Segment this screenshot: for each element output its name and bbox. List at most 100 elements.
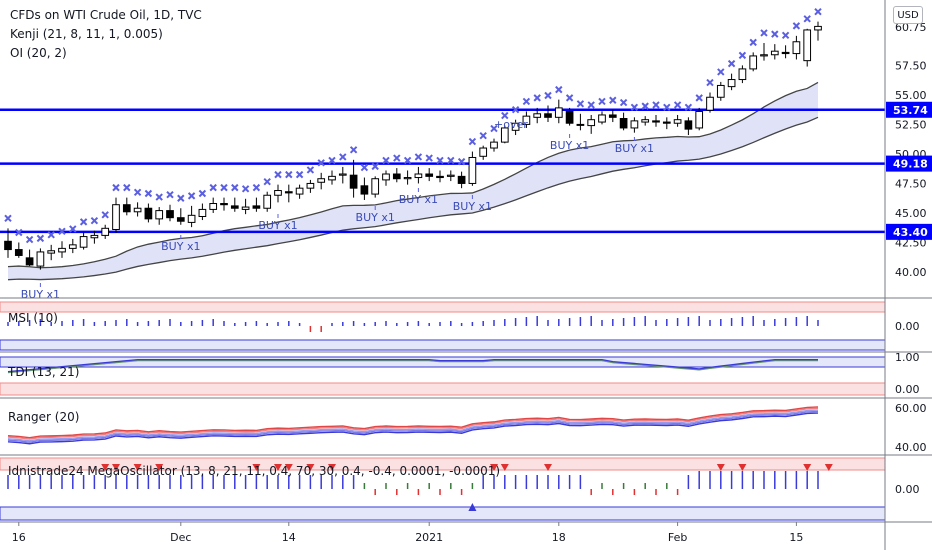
candle-body: [317, 178, 326, 183]
candle: [652, 114, 660, 127]
candle-body: [630, 120, 639, 129]
candle: [252, 197, 261, 212]
candle-body: [241, 206, 250, 210]
candle: [360, 177, 369, 200]
cross-stroke: [101, 211, 109, 219]
cross-marker: [112, 183, 120, 192]
candle: [166, 204, 174, 222]
candle: [371, 176, 380, 198]
candle: [511, 119, 520, 136]
cross-marker: [781, 31, 790, 40]
annotation-label: BUY x1: [615, 142, 654, 155]
cross-stroke: [241, 185, 250, 193]
mega-down-triangle: [274, 464, 282, 471]
candle: [101, 224, 110, 239]
candle-body: [58, 247, 66, 253]
cross-marker: [36, 234, 45, 243]
y-tick-label: 55.00: [895, 89, 927, 102]
band-lower-line: [7, 116, 819, 281]
cross-marker: [155, 193, 163, 201]
cross-stroke: [663, 103, 671, 112]
cross-marker: [69, 225, 77, 233]
mega-down-triangle: [112, 464, 120, 471]
candle: [68, 238, 77, 254]
cross-marker: [706, 78, 714, 87]
cross-stroke: [749, 38, 757, 47]
candle: [112, 197, 120, 234]
cross-marker: [220, 183, 228, 192]
cross-stroke: [673, 101, 682, 109]
candle-body: [328, 175, 336, 181]
candle-body: [187, 214, 196, 223]
ranger-line: [7, 407, 819, 440]
currency-badge[interactable]: USD: [893, 6, 923, 24]
cross-stroke: [738, 51, 747, 60]
cross-stroke: [144, 189, 153, 198]
cross-stroke: [609, 96, 617, 104]
ranger-line: [7, 409, 819, 442]
cross-marker: [133, 188, 142, 197]
candle: [673, 114, 682, 127]
tdi-label: TDI (13, 21): [7, 365, 79, 379]
band-upper-line: [7, 81, 819, 269]
cross-stroke: [781, 31, 790, 40]
cross-marker: [673, 101, 682, 109]
annotation-label: BUY x1: [258, 219, 297, 232]
level-price-label: 49.18: [893, 158, 928, 171]
cross-marker: [393, 154, 401, 162]
candle: [36, 248, 45, 270]
cross-stroke: [306, 166, 315, 174]
cross-marker: [749, 38, 757, 47]
candle-body: [511, 122, 520, 131]
cross-stroke: [511, 105, 520, 114]
candle: [187, 205, 196, 228]
price-band-area: [7, 81, 819, 281]
candle-body: [479, 147, 488, 157]
cross-stroke: [220, 183, 228, 192]
candle-body: [209, 203, 218, 210]
cross-stroke: [123, 183, 131, 192]
candle: [608, 110, 617, 123]
cross-marker: [565, 94, 574, 102]
x-tick-label: 14: [282, 531, 296, 544]
cross-marker: [803, 15, 811, 23]
level-price-tag: [886, 155, 932, 172]
x-tick-label: 2021: [415, 531, 443, 544]
cross-stroke: [436, 156, 444, 165]
candle-body: [122, 204, 131, 213]
cross-marker: [58, 227, 66, 236]
candle-body: [25, 257, 34, 266]
candle: [155, 207, 164, 225]
cross-stroke: [371, 162, 379, 171]
candle-body: [68, 244, 77, 249]
cross-stroke: [760, 29, 768, 37]
candle-body: [619, 118, 628, 129]
candle-body: [544, 113, 552, 118]
cross-marker: [609, 96, 617, 104]
candle: [295, 184, 304, 199]
mega-down-triangle: [738, 464, 747, 471]
sub-y-tick-label: 1.00: [895, 351, 920, 364]
candle: [457, 171, 466, 189]
msi-pane: [0, 301, 886, 351]
x-tick-label: 16: [12, 531, 26, 544]
cross-stroke: [198, 189, 207, 198]
annotation-label: BUY x1: [550, 139, 589, 152]
candle-body: [608, 114, 617, 118]
cross-marker: [123, 183, 131, 192]
cross-stroke: [263, 178, 271, 186]
cross-marker: [177, 194, 185, 202]
cross-marker: [814, 7, 822, 16]
indicator-oi-label: OI (20, 2): [10, 46, 67, 60]
candle-body: [338, 173, 347, 176]
candle: [522, 111, 531, 128]
candle: [619, 112, 628, 131]
cross-marker: [166, 190, 174, 199]
cross-stroke: [166, 190, 174, 199]
cross-stroke: [544, 91, 552, 100]
cross-marker: [598, 97, 606, 106]
mega-down-triangle: [500, 464, 509, 471]
candle: [598, 111, 606, 125]
cross-marker: [306, 166, 315, 174]
